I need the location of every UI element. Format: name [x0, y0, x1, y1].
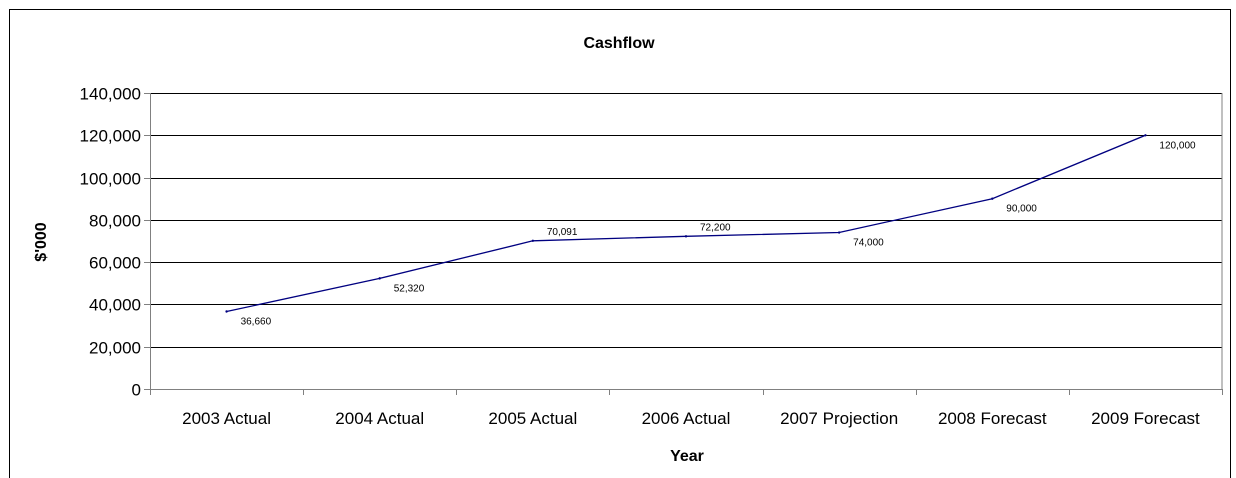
x-tick-label: 2004 Actual: [335, 409, 424, 428]
data-point: [991, 197, 994, 200]
y-tick-label: 20,000: [89, 339, 141, 358]
x-tick-label: 2007 Projection: [780, 409, 898, 428]
data-label: 120,000: [1159, 140, 1196, 151]
y-tick-label: 40,000: [89, 296, 141, 315]
data-point: [225, 310, 228, 313]
y-tick-label: 140,000: [80, 85, 141, 104]
x-tick-label: 2008 Forecast: [938, 409, 1047, 428]
chart-title: Cashflow: [583, 35, 655, 52]
x-axis-title: Year: [670, 448, 704, 465]
y-tick-label: 0: [132, 381, 141, 400]
chart-frame: [9, 9, 1231, 478]
x-tick-label: 2009 Forecast: [1091, 409, 1200, 428]
data-label: 36,660: [241, 316, 272, 327]
y-axis-tick-labels: 0 20,000 40,000 60,000 80,000 100,000 120,000 1…: [80, 85, 141, 400]
x-tick-label: 2003 Actual: [182, 409, 271, 428]
data-point: [837, 231, 841, 234]
data-label: 90,000: [1006, 204, 1037, 215]
y-tick-label: 60,000: [89, 254, 141, 273]
data-point: [684, 235, 688, 238]
data-point: [531, 239, 535, 243]
axes: [144, 93, 1223, 395]
data-label: 70,091: [547, 227, 578, 238]
data-point: [1144, 134, 1147, 137]
x-tick-label: 2005 Actual: [488, 409, 577, 428]
data-label: 72,200: [700, 222, 731, 233]
y-tick-label: 100,000: [80, 170, 141, 189]
series-line: [226, 134, 1146, 313]
y-tick-label: 80,000: [89, 212, 141, 231]
y-axis-title: $'000: [33, 222, 50, 262]
series-line-group: [225, 134, 1147, 313]
x-tick-label: 2006 Actual: [642, 409, 731, 428]
data-label: 52,320: [394, 283, 425, 294]
x-axis-tick-labels: 2003 Actual 2004 Actual 2005 Actual 2006 Ac…: [182, 409, 1200, 428]
data-labels: 36,660 52,320 70,091 72,200 74,000 90,000 120,…: [241, 140, 1196, 327]
gridlines: [150, 93, 1222, 348]
y-tick-label: 120,000: [80, 127, 141, 146]
data-point: [378, 277, 381, 280]
data-label: 74,000: [853, 238, 884, 249]
